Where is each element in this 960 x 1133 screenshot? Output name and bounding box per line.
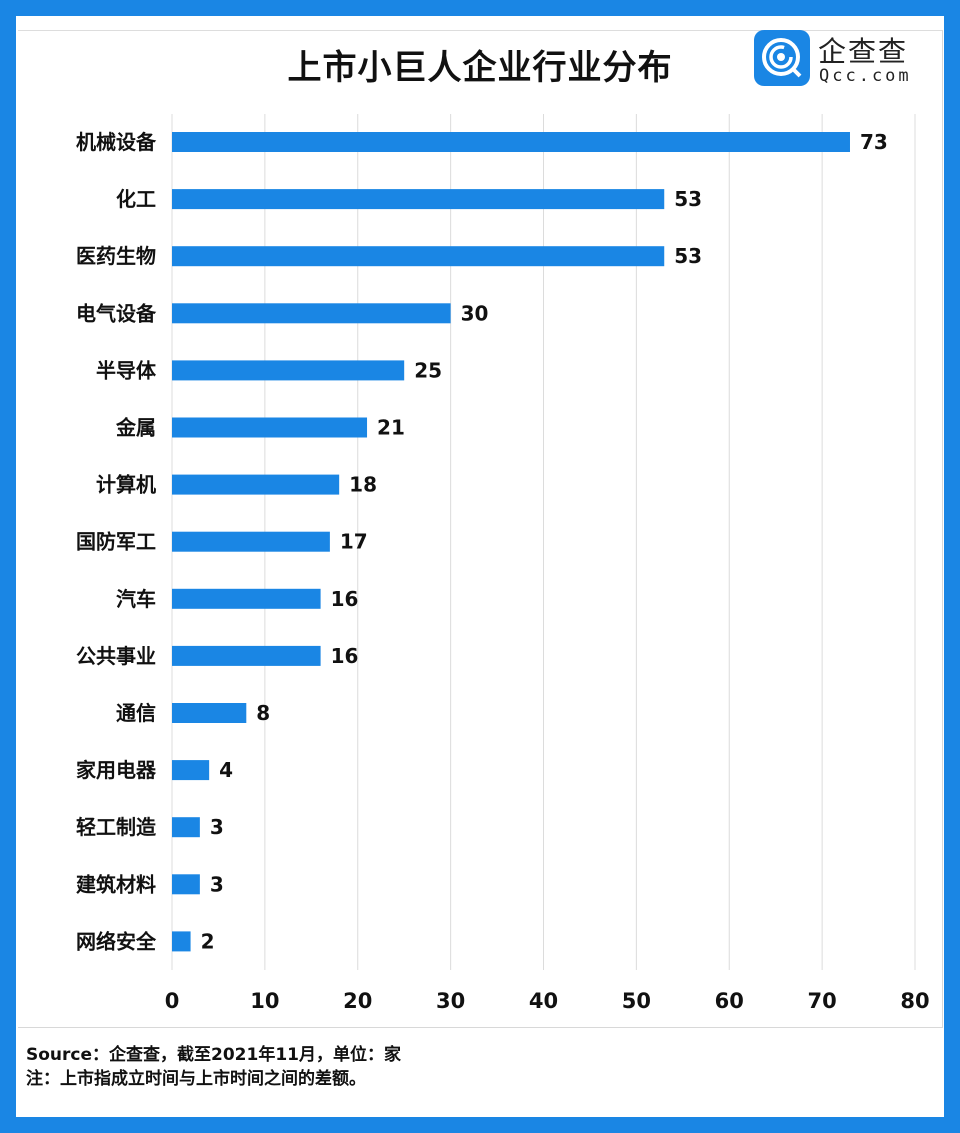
data-label: 21 [377,416,405,440]
qcc-logo-icon [754,30,810,86]
data-label: 18 [349,473,377,497]
bar [172,531,330,552]
category-label: 医药生物 [76,244,156,268]
chart-title: 上市小巨人企业行业分布 [287,48,673,88]
x-tick-label: 40 [529,989,558,1013]
category-label: 国防军工 [76,530,156,554]
data-label: 4 [219,758,233,782]
bar [172,360,405,381]
bar [172,645,321,666]
source-note: Source：企查查，截至2021年11月，单位：家 [26,1045,401,1065]
data-label: 25 [414,358,442,382]
x-tick-label: 60 [715,989,744,1013]
data-label: 3 [210,872,224,896]
brand-name-en: Qcc.com [819,66,912,86]
bar [172,874,200,895]
data-label: 2 [201,929,215,953]
x-tick-label: 80 [900,989,929,1013]
bar [172,760,210,781]
bar [172,474,340,495]
footer: Source：企查查，截至2021年11月，单位：家 注：上市指成立时间与上市时… [26,1043,401,1091]
bar [172,931,191,952]
category-label: 金属 [115,416,156,440]
bar [172,132,850,152]
data-label: 3 [210,815,224,839]
data-label: 16 [331,587,359,611]
data-label: 30 [461,301,489,325]
category-label: 轻工制造 [76,815,157,839]
bar [172,588,321,609]
brand-name-cn: 企查查 [818,35,909,68]
x-tick-label: 20 [343,989,372,1013]
category-label: 计算机 [96,473,156,497]
data-label: 73 [860,130,888,154]
data-label: 17 [340,530,368,554]
data-label: 16 [331,644,359,668]
x-tick-label: 50 [622,989,651,1013]
x-tick-label: 30 [436,989,465,1013]
x-tick-label: 0 [165,989,180,1013]
data-label: 8 [256,701,270,725]
bar [172,303,451,324]
category-label: 半导体 [96,358,157,382]
chart-panel [18,30,943,1028]
x-tick-label: 10 [250,989,279,1013]
category-label: 通信 [116,701,156,725]
category-label: 电气设备 [76,301,157,325]
bar [172,246,665,267]
category-label: 家用电器 [76,758,157,782]
bar [172,703,247,723]
data-label: 53 [674,187,702,211]
category-label: 网络安全 [76,929,157,953]
bar [172,417,368,438]
category-label: 机械设备 [76,130,157,154]
bar [172,817,200,838]
category-label: 公共事业 [76,644,156,668]
data-label: 53 [674,244,702,268]
x-tick-label: 70 [808,989,837,1013]
category-label: 建筑材料 [76,872,156,896]
category-label: 化工 [116,187,156,211]
category-label: 汽车 [116,587,156,611]
footnote: 注：上市指成立时间与上市时间之间的差额。 [26,1069,366,1089]
bar [172,189,665,210]
